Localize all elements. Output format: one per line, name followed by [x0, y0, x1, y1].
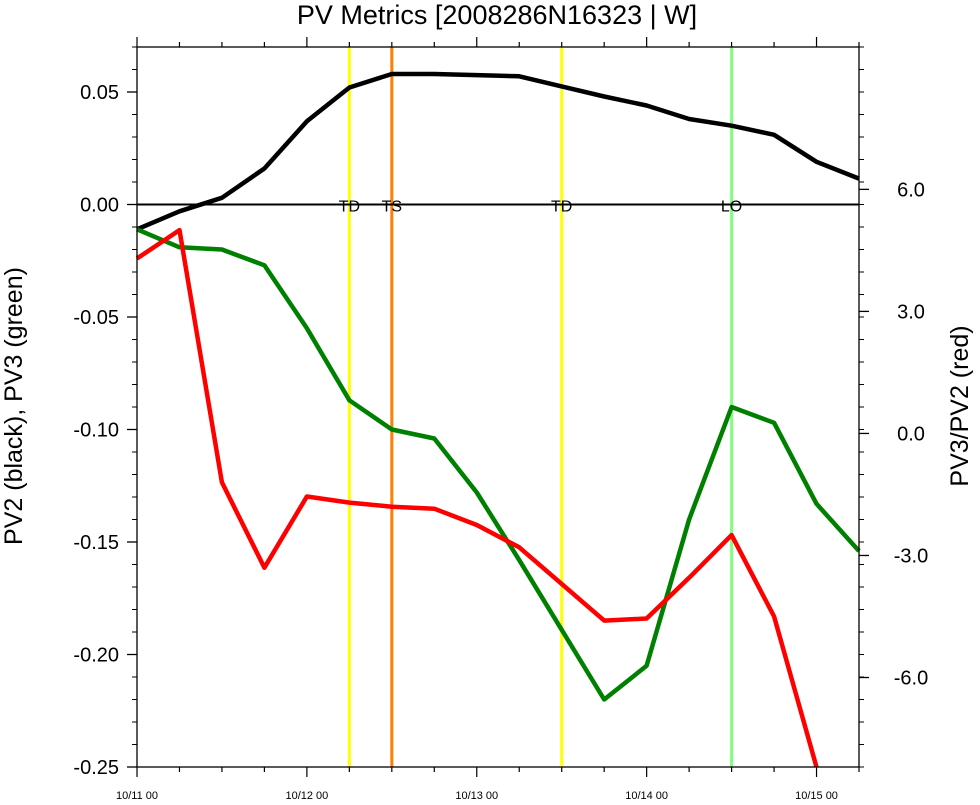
series-line-pv3-pv2: [135, 227, 819, 768]
right-tick-label: -3.0: [894, 545, 928, 567]
stage-label-td-2: TD: [551, 199, 572, 216]
stage-marker-lines: [347, 47, 734, 767]
left-tick-label: 0.00: [80, 195, 119, 217]
left-tick-label: -0.10: [73, 420, 119, 442]
x-tick-label: 10/13 00: [455, 790, 498, 802]
right-tick-label: 3.0: [897, 301, 925, 323]
stage-label-td-0: TD: [339, 199, 360, 216]
series-line-pv3: [136, 227, 861, 702]
left-tick-label: -0.20: [73, 645, 119, 667]
plot-frame: [136, 46, 860, 768]
x-tick-label: 10/11 00: [116, 790, 158, 802]
series-line-pv2: [136, 71, 860, 232]
stage-label-ts-1: TS: [382, 199, 402, 216]
series-lines: [135, 71, 861, 768]
left-axis-title: PV2 (black), PV3 (green): [0, 267, 28, 545]
x-axis-ticks: 10/11 00 10/12 00 10/13 00 10/14 00 10/15 00: [116, 37, 860, 802]
left-tick-label: -0.25: [73, 757, 119, 779]
left-tick-label: -0.15: [73, 532, 119, 554]
right-tick-label: 0.0: [897, 423, 925, 445]
chart-title: PV Metrics [2008286N16323 | W]: [297, 0, 697, 30]
right-axis-title: PV3/PV2 (red): [946, 325, 974, 486]
right-tick-label: 6.0: [897, 179, 925, 201]
right-axis-ticks: 6.0 3.0 0.0 -3.0 -6.0: [859, 179, 928, 690]
left-tick-label: 0.05: [80, 82, 119, 104]
right-tick-label: -6.0: [894, 668, 928, 690]
x-tick-label: 10/15 00: [795, 790, 838, 802]
stage-marker-labels: TD TS TD LO: [339, 199, 743, 216]
stage-label-lo-3: LO: [721, 199, 742, 216]
x-tick-label: 10/12 00: [285, 790, 328, 802]
x-tick-label: 10/14 00: [625, 790, 668, 802]
left-axis-ticks: 0.05 0.00 -0.05 -0.10 -0.15 -0.20 -0.25: [73, 46, 864, 779]
left-tick-label: -0.05: [73, 307, 119, 329]
